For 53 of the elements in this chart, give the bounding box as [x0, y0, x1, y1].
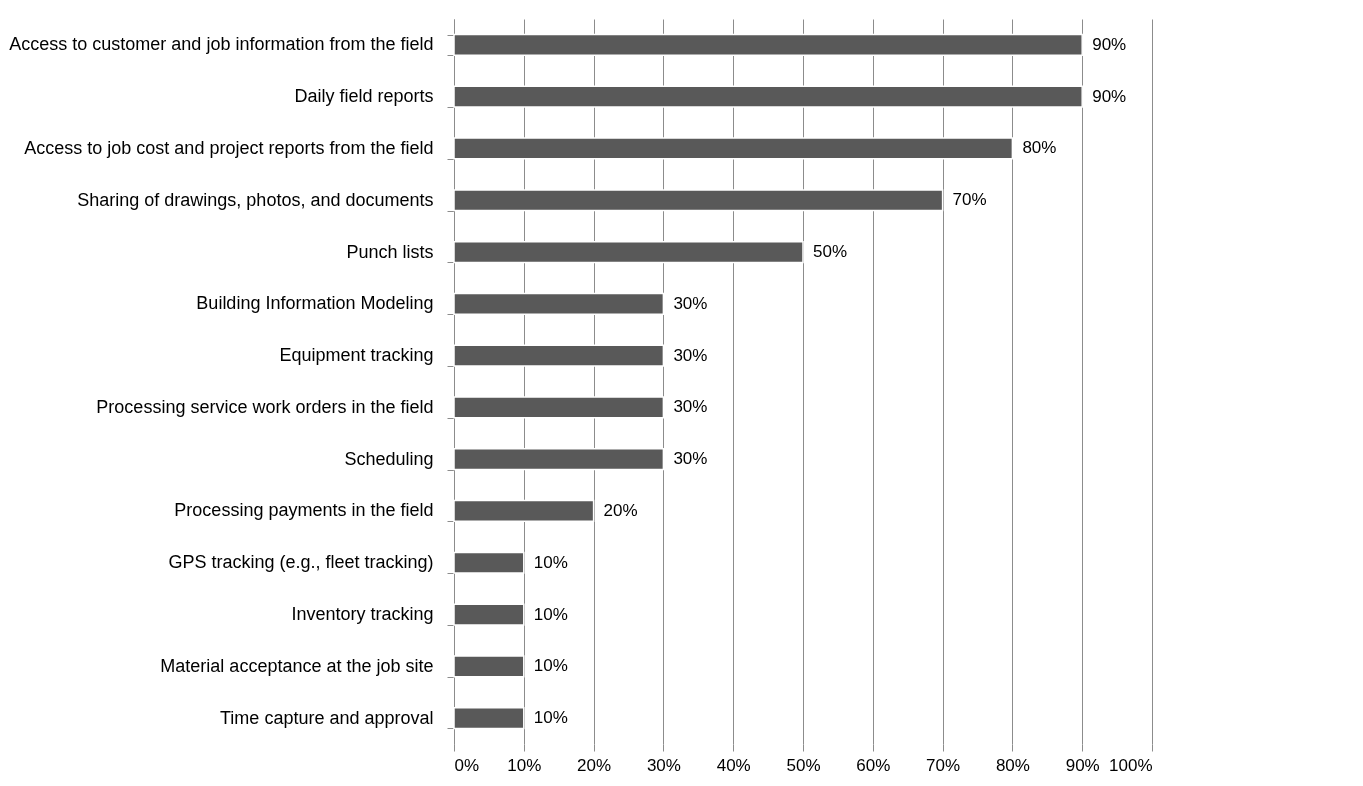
data-label: 90%	[1092, 34, 1127, 54]
bar	[453, 499, 595, 523]
bar	[453, 240, 804, 264]
bar	[453, 85, 1083, 108]
y-tick-label: Inventory tracking	[291, 604, 434, 625]
x-tick-label: 20%	[577, 755, 612, 775]
data-label: 10%	[533, 708, 568, 728]
y-tick-label: Processing service work orders in the field	[96, 396, 434, 417]
data-label: 20%	[603, 500, 638, 520]
y-tick-label: Equipment tracking	[279, 345, 434, 366]
data-label: 90%	[1092, 86, 1127, 106]
data-label: 70%	[952, 190, 987, 210]
bar	[453, 344, 665, 367]
data-label: 30%	[673, 345, 708, 365]
y-tick-label: Access to job cost and project reports from the field	[24, 137, 434, 158]
bar	[453, 603, 525, 626]
y-tick-label: Processing payments in the field	[174, 500, 434, 521]
y-tick-label: Material acceptance at the job site	[160, 655, 434, 676]
x-tick-label: 30%	[646, 755, 681, 775]
data-label: 80%	[1022, 138, 1057, 158]
y-tick-label: Time capture and approval	[220, 707, 434, 728]
x-tick-label: 60%	[856, 755, 891, 775]
y-tick-label: Sharing of drawings, photos, and documents	[77, 189, 434, 210]
y-tick-label: Punch lists	[346, 241, 434, 262]
bar	[453, 33, 1083, 56]
x-tick-label: 100%	[1109, 755, 1153, 775]
x-tick-label: 50%	[786, 755, 821, 775]
y-tick-label: Building Information Modeling	[196, 293, 434, 314]
x-tick-label: 70%	[926, 755, 961, 775]
bar	[453, 707, 525, 730]
data-label: 10%	[533, 656, 568, 676]
data-label: 50%	[813, 242, 848, 262]
bar	[453, 448, 665, 471]
y-tick-label: Scheduling	[344, 448, 434, 469]
bar	[453, 655, 525, 678]
bar	[453, 396, 665, 419]
x-tick-label: 90%	[1065, 755, 1100, 775]
data-label: 30%	[673, 293, 708, 313]
y-tick-label: GPS tracking (e.g., fleet tracking)	[168, 552, 434, 573]
y-tick-label: Access to customer and job information from the field	[9, 34, 434, 55]
x-tick-label: 0%	[454, 755, 480, 775]
bar	[453, 551, 525, 574]
bar	[453, 189, 944, 212]
bar	[453, 292, 665, 315]
x-tick-label: 10%	[507, 755, 542, 775]
data-label: 10%	[533, 552, 568, 572]
x-tick-label: 40%	[716, 755, 751, 775]
y-tick-label: Daily field reports	[294, 86, 434, 107]
data-label: 30%	[673, 397, 708, 417]
data-label: 30%	[673, 449, 708, 469]
x-tick-label: 80%	[995, 755, 1030, 775]
data-label: 10%	[533, 604, 568, 624]
bar	[453, 137, 1014, 160]
